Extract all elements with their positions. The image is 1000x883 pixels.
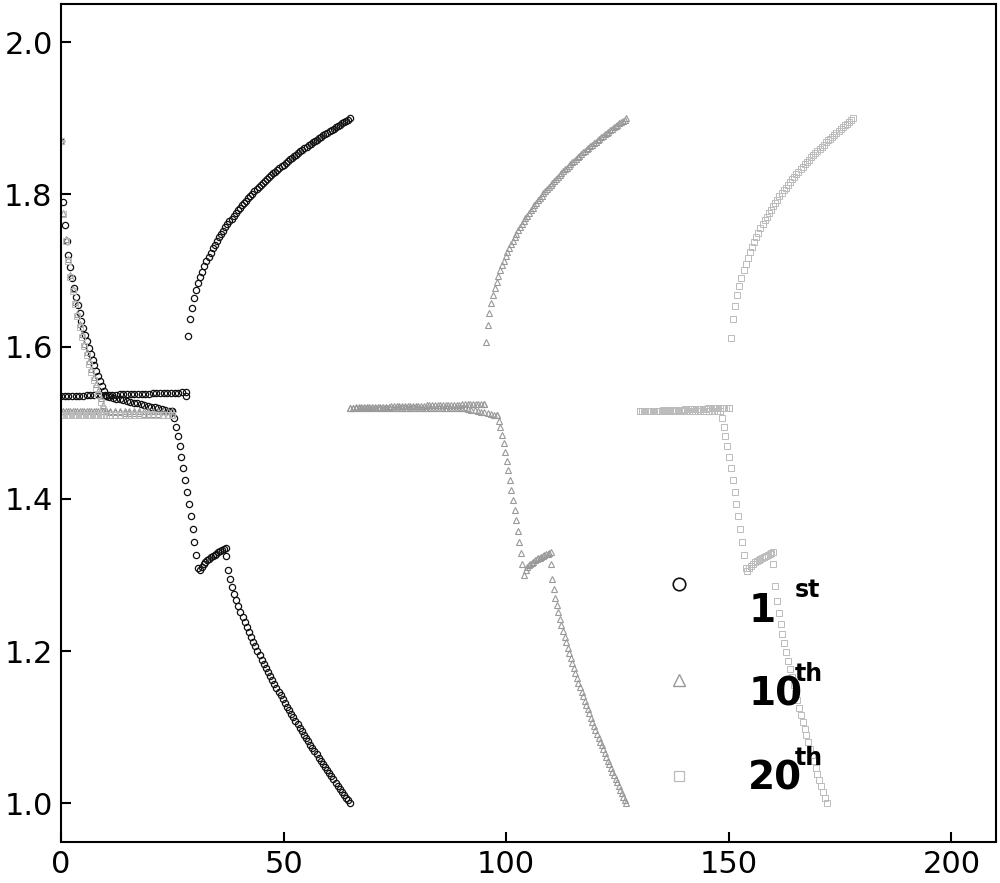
Text: 1: 1 [748,592,775,630]
Text: 10: 10 [748,676,802,714]
Text: 20: 20 [748,759,802,797]
Legend: , , : , , [649,571,719,793]
Text: st: st [795,578,820,602]
Text: th: th [795,662,823,686]
Text: th: th [795,746,823,770]
